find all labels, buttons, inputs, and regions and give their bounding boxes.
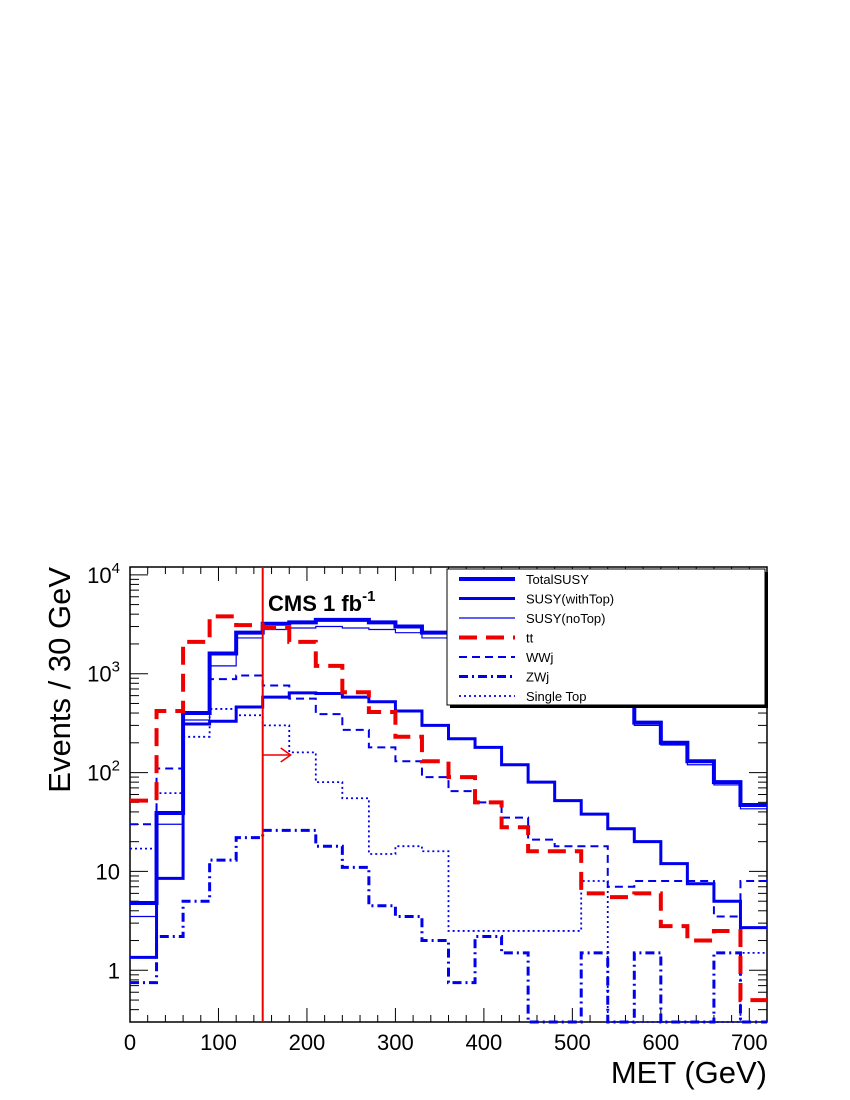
legend-label: SUSY(withTop) <box>526 592 614 607</box>
x-tick-labels: 0 100 200 300 400 500 600 700 <box>124 1030 768 1055</box>
cut-group <box>261 567 293 1022</box>
y-tick-label: 102 <box>87 758 120 786</box>
legend-label: ZWj <box>526 670 549 685</box>
x-axis-title: MET (GeV) <box>611 1055 767 1090</box>
x-tick-label: 200 <box>289 1030 326 1055</box>
x-tick-label: 500 <box>554 1030 591 1055</box>
y-axis-title: Events / 30 GeV <box>42 567 77 793</box>
annotation-cms-lumi: CMS 1 fb-1 <box>268 588 375 616</box>
y-tick-label: 104 <box>87 560 120 588</box>
legend-label: TotalSUSY <box>526 572 589 587</box>
x-tick-label: 400 <box>466 1030 503 1055</box>
x-tick-label: 600 <box>642 1030 679 1055</box>
legend-label: SUSY(noTop) <box>526 611 605 626</box>
legend-label: Single Top <box>526 689 586 704</box>
legend: TotalSUSY SUSY(withTop) SUSY(noTop) tt WWj ZW… <box>446 568 768 708</box>
y-tick-labels: 1 10 102 103 104 <box>87 560 120 983</box>
series-tt <box>130 614 767 1003</box>
y-tick-label: 103 <box>87 659 120 687</box>
y-tick-label: 10 <box>96 859 120 884</box>
x-tick-label: 700 <box>731 1030 768 1055</box>
series-susy-withtop <box>130 691 767 959</box>
y-tick-label: 1 <box>108 958 120 983</box>
x-tick-label: 300 <box>377 1030 414 1055</box>
series-zwj <box>130 828 767 1024</box>
series-wwj <box>130 674 767 918</box>
cut-arrow-head <box>280 747 293 763</box>
legend-label: WWj <box>526 650 554 665</box>
legend-label: tt <box>526 631 534 646</box>
x-tick-label: 0 <box>124 1030 136 1055</box>
x-tick-label: 100 <box>200 1030 237 1055</box>
